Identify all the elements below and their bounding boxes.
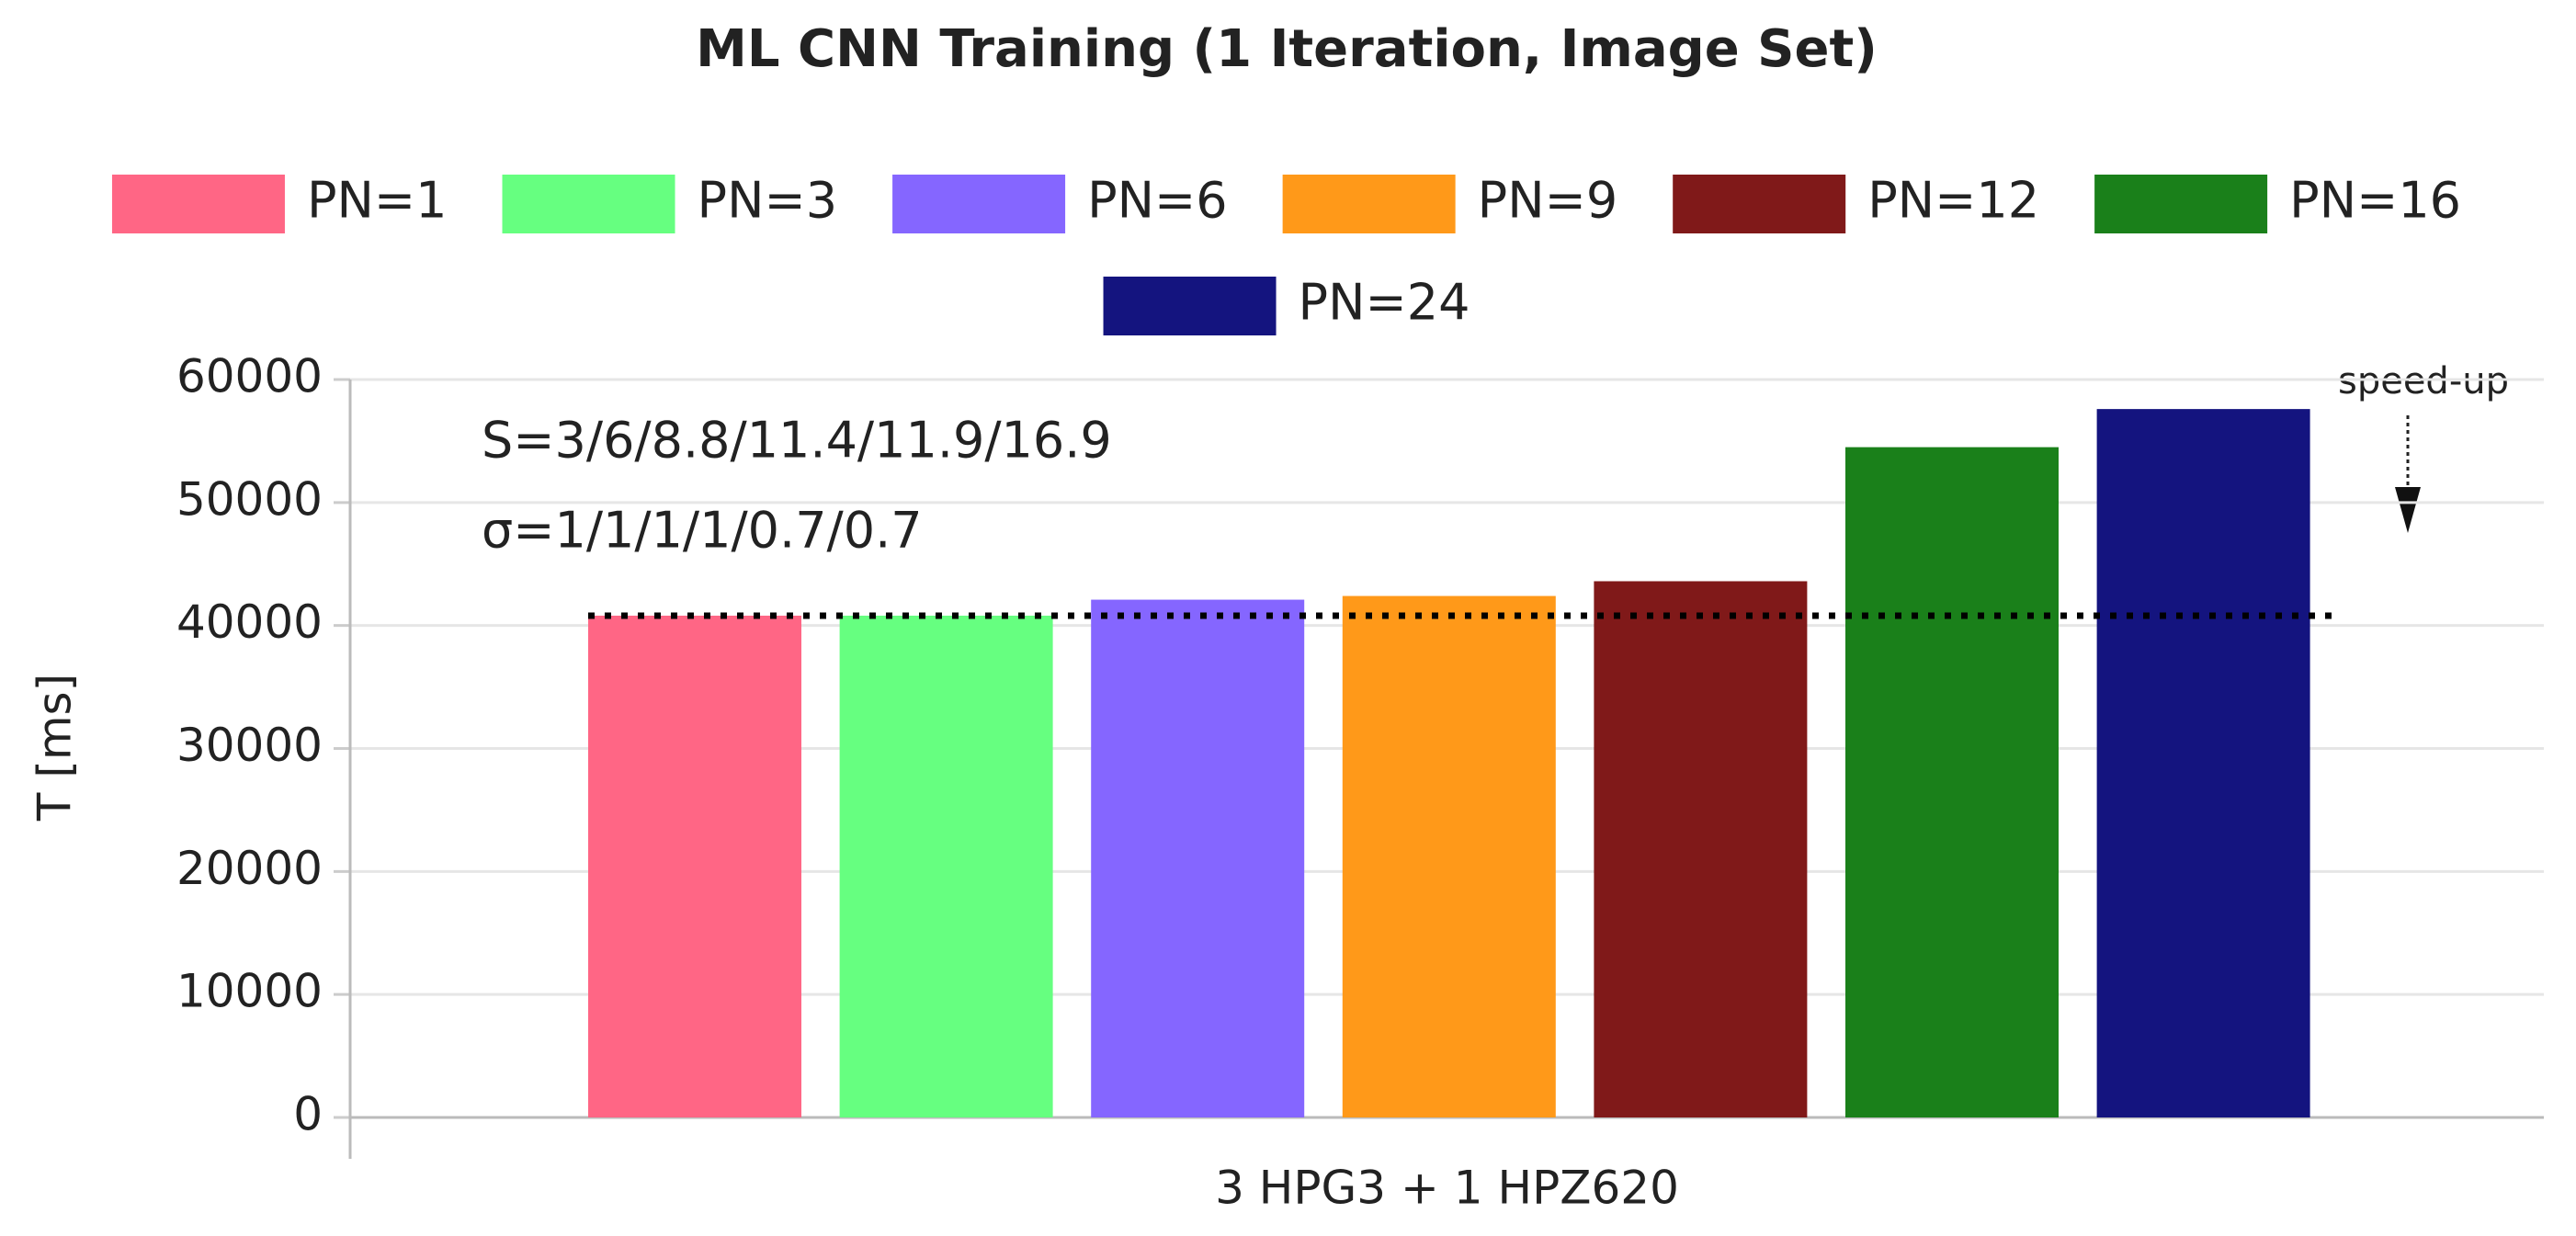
- annotation: S=3/6/8.8/11.4/11.9/16.9: [482, 412, 1112, 470]
- annotation: speed-up: [2338, 360, 2509, 403]
- y-tick-label: 50000: [176, 472, 323, 526]
- y-tick-label: 20000: [176, 842, 323, 895]
- legend-swatch: [1673, 175, 1846, 233]
- chart-title: ML CNN Training (1 Iteration, Image Set): [696, 19, 1878, 79]
- x-tick-label: 3 HPG3 + 1 HPZ620: [1215, 1162, 1679, 1215]
- bar: [1342, 595, 1556, 1117]
- bar: [1091, 599, 1305, 1117]
- legend-label: PN=6: [1087, 172, 1228, 230]
- legend-swatch: [502, 175, 675, 233]
- annotation-arrow-head: [2395, 487, 2421, 533]
- legend-swatch: [892, 175, 1066, 233]
- y-tick-label: 30000: [176, 719, 323, 772]
- bar: [1845, 447, 2059, 1117]
- legend-label: PN=12: [1867, 172, 2039, 230]
- y-tick-label: 10000: [176, 965, 323, 1018]
- y-tick-label: 40000: [176, 595, 323, 649]
- annotation: σ=1/1/1/1/0.7/0.7: [482, 502, 923, 560]
- bar: [588, 615, 801, 1117]
- legend-label: PN=3: [698, 172, 838, 230]
- legend-swatch: [1282, 175, 1456, 233]
- y-tick-label: 60000: [176, 350, 323, 403]
- y-axis-label: T [ms]: [28, 674, 82, 822]
- y-tick-label: 0: [293, 1088, 323, 1141]
- legend-label: PN=1: [307, 172, 448, 230]
- legend-swatch: [111, 175, 285, 233]
- legend-label: PN=24: [1299, 274, 1470, 332]
- legend-label: PN=16: [2289, 172, 2461, 230]
- legend-label: PN=9: [1478, 172, 1618, 230]
- legend-swatch: [1103, 277, 1277, 335]
- bar: [2096, 409, 2310, 1117]
- bar: [839, 615, 1053, 1117]
- bar: [1594, 581, 1808, 1117]
- legend-swatch: [2094, 175, 2268, 233]
